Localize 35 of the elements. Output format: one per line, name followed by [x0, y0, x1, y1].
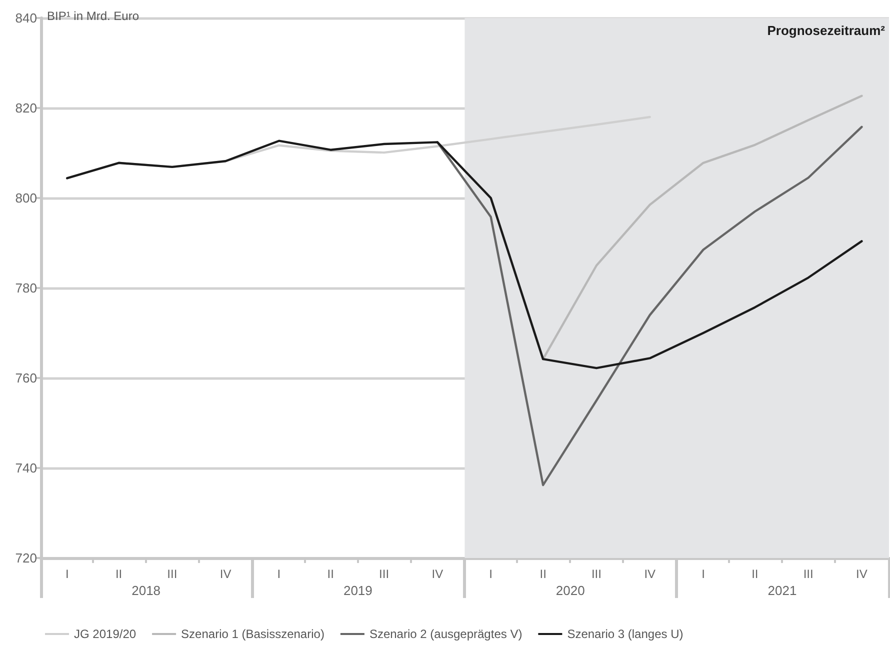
text: IV [220, 567, 232, 581]
y-tick-label: 720 [15, 550, 37, 566]
x-tick-label: 2018 [132, 583, 161, 598]
text: I [65, 567, 69, 581]
text: I [489, 567, 492, 581]
text: II [752, 567, 758, 581]
y-tick-label: 740 [15, 460, 37, 476]
text: I [277, 567, 281, 581]
x-tick-label: 2021 [768, 583, 797, 598]
text: II [327, 567, 334, 581]
y-axis-title: BIP¹ in Mrd. Euro [47, 9, 140, 23]
text: IV [644, 567, 656, 581]
legend-label: Szenario 3 (langes U) [567, 627, 684, 641]
x-tick-label: 2019 [343, 583, 372, 598]
y-tick-label: 820 [15, 100, 37, 116]
text: III [167, 567, 178, 581]
line-series [66, 140, 863, 370]
x-tick-label: 2020 [556, 583, 585, 598]
y-tick-label: 780 [15, 280, 37, 296]
text: IV [432, 567, 444, 581]
band-label: Prognosezeitraum² [767, 23, 886, 38]
legend-label: JG 2019/20 [74, 627, 136, 641]
y-tick-label: 760 [15, 370, 37, 386]
text: IV [856, 567, 868, 581]
legend-label: Szenario 2 (ausgeprägtes V) [369, 627, 522, 641]
text: III [591, 567, 602, 581]
text: III [803, 567, 814, 581]
y-tick-label: 800 [15, 190, 37, 206]
y-tick-label: 840 [15, 10, 37, 26]
line-series [436, 126, 863, 486]
text: II [540, 567, 546, 581]
legend-label: Szenario 1 (Basisszenario) [181, 627, 324, 641]
text: I [702, 567, 705, 581]
text: II [115, 567, 122, 581]
text: III [379, 567, 390, 581]
